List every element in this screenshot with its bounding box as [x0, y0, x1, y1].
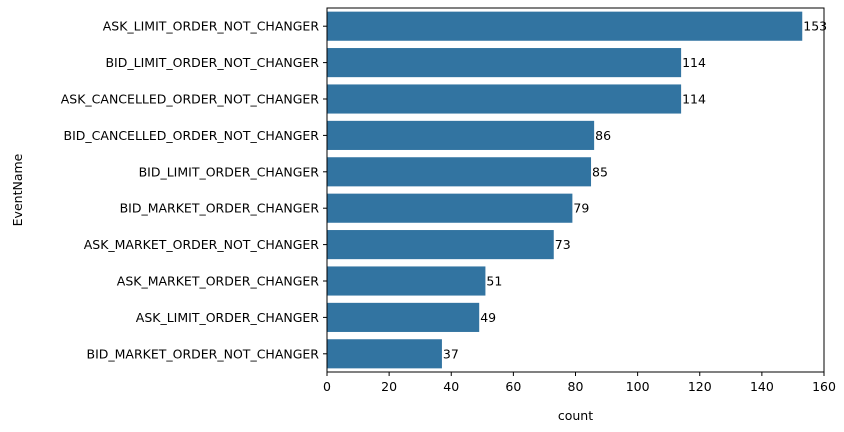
y-tick-label: BID_CANCELLED_ORDER_NOT_CHANGER	[64, 128, 320, 143]
data-label: 79	[573, 201, 589, 216]
bar-bid-cancelled-order-not-changer	[327, 120, 595, 150]
data-label: 153	[803, 19, 827, 34]
y-tick-label: BID_LIMIT_ORDER_NOT_CHANGER	[105, 55, 319, 70]
bar-bid-market-order-changer	[327, 193, 573, 223]
y-tick-label: ASK_LIMIT_ORDER_NOT_CHANGER	[103, 19, 320, 34]
bar-ask-limit-order-changer	[327, 302, 480, 332]
bar-bid-limit-order-not-changer	[327, 48, 682, 78]
x-tick-label: 0	[323, 379, 331, 394]
bar-bid-limit-order-changer	[327, 157, 592, 187]
data-label: 73	[555, 237, 571, 252]
bar-ask-cancelled-order-not-changer	[327, 84, 682, 114]
data-label: 114	[682, 92, 706, 107]
x-tick-label: 100	[626, 379, 650, 394]
x-tick-label: 80	[568, 379, 584, 394]
x-tick-label: 20	[381, 379, 397, 394]
y-axis-title: EventName	[10, 153, 25, 226]
data-label: 85	[592, 164, 608, 179]
bar-bid-market-order-not-changer	[327, 339, 442, 369]
bar-ask-market-order-not-changer	[327, 230, 554, 260]
y-tick-label: ASK_MARKET_ORDER_NOT_CHANGER	[84, 237, 320, 252]
x-axis-title: count	[558, 408, 593, 423]
x-tick-label: 60	[505, 379, 521, 394]
x-tick-label: 120	[688, 379, 712, 394]
data-labels: 153 114 114 86 85 79 73 51 49 37	[443, 19, 827, 362]
y-tick-label: ASK_LIMIT_ORDER_CHANGER	[136, 310, 320, 325]
bar-ask-market-order-changer	[327, 266, 486, 296]
y-tick-label: BID_LIMIT_ORDER_CHANGER	[139, 164, 320, 179]
bars	[327, 11, 803, 369]
y-tick-label: BID_MARKET_ORDER_CHANGER	[120, 201, 320, 216]
y-tick-label: BID_MARKET_ORDER_NOT_CHANGER	[87, 346, 320, 361]
x-tick-label: 160	[812, 379, 836, 394]
x-axis: 0 20 40 60 80 100 120 140 160	[323, 372, 836, 394]
bar-ask-limit-order-not-changer	[327, 11, 803, 41]
data-label: 49	[480, 310, 496, 325]
y-axis: ASK_LIMIT_ORDER_NOT_CHANGER BID_LIMIT_ORD…	[61, 19, 327, 361]
x-tick-label: 140	[750, 379, 774, 394]
data-label: 37	[443, 346, 459, 361]
data-label: 114	[682, 55, 706, 70]
y-tick-label: ASK_CANCELLED_ORDER_NOT_CHANGER	[61, 92, 320, 107]
y-tick-label: ASK_MARKET_ORDER_CHANGER	[117, 274, 320, 289]
x-tick-label: 40	[443, 379, 459, 394]
plot-area-frame	[326, 7, 825, 373]
data-label: 86	[595, 128, 611, 143]
data-label: 51	[486, 274, 502, 289]
